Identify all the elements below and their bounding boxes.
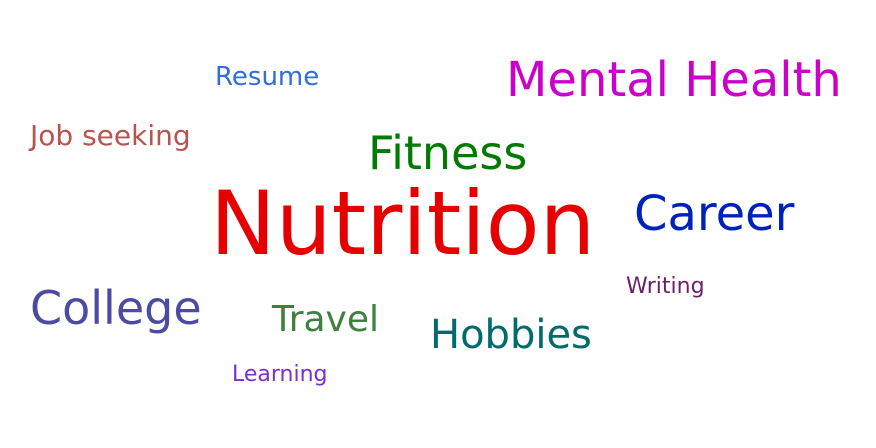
word-resume: Resume [215,62,320,92]
word-fitness: Fitness [368,126,528,180]
word-mental-health: Mental Health [506,52,842,108]
word-hobbies: Hobbies [430,312,592,358]
word-nutrition: Nutrition [210,172,596,275]
word-job-seeking: Job seeking [30,119,191,152]
word-learning: Learning [232,362,328,387]
word-college: College [30,281,202,335]
word-travel: Travel [272,299,380,340]
word-writing: Writing [626,274,705,299]
word-career: Career [634,186,795,242]
